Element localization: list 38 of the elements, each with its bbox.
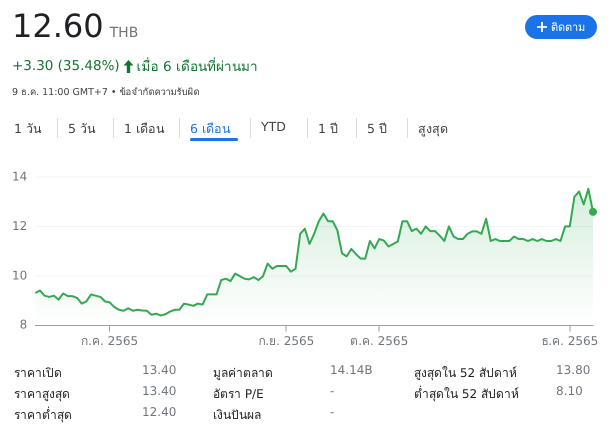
text: 12.40 <box>142 405 176 419</box>
text: +3.30 (35.48%) <box>12 58 120 74</box>
text: 1 เดือน <box>124 120 165 138</box>
text: 9 ธ.ค. 11:00 GMT+7 • ข้อจำกัดความรับผิด <box>12 86 200 99</box>
text: ราคาสูงสุด <box>14 386 70 403</box>
text: สูงสุด <box>418 120 448 138</box>
x-tick-label: ก.ย. 2565 <box>258 334 314 348</box>
text: THB <box>110 25 138 41</box>
text: ราคาเปิด <box>14 365 62 382</box>
y-tick-label: 8 <box>20 318 28 332</box>
text: 1 วัน <box>14 120 42 138</box>
text: 13.40 <box>142 363 176 377</box>
text: 1 ปี <box>318 120 338 138</box>
text: 5 วัน <box>68 120 96 138</box>
x-tick-label: ต.ค. 2565 <box>350 334 408 348</box>
text: 13.40 <box>142 384 176 398</box>
text: - <box>330 384 334 398</box>
text: อัตรา P/E <box>213 386 264 403</box>
text: ราคาต่ำสุด <box>14 406 72 424</box>
text: 14.14B <box>330 363 373 377</box>
text: เงินปันผล <box>213 407 261 424</box>
y-tick-label: 14 <box>12 169 28 184</box>
text: - <box>330 405 334 419</box>
x-tick-label: ก.ค. 2565 <box>81 334 138 348</box>
text: YTD <box>261 119 286 134</box>
text: เมื่อ 6 เดือนที่ผ่านมา <box>136 56 258 77</box>
text: 5 ปี <box>367 120 387 138</box>
text: สูงสุดใน 52 สัปดาห์ <box>414 365 517 382</box>
text: ต่ำสุดใน 52 สัปดาห์ <box>414 384 519 403</box>
text: มูลค่าตลาด <box>213 365 273 382</box>
y-tick-label: 10 <box>12 268 28 282</box>
text: 8.10 <box>556 384 583 398</box>
text: 6 เดือน <box>190 120 231 138</box>
y-tick-label: 12 <box>12 218 28 233</box>
chart-title: 12.60 <box>12 6 104 47</box>
x-tick-label: ธ.ค. 2565 <box>541 334 598 348</box>
text: 13.80 <box>556 363 590 377</box>
text: ติดตาม <box>551 20 585 36</box>
